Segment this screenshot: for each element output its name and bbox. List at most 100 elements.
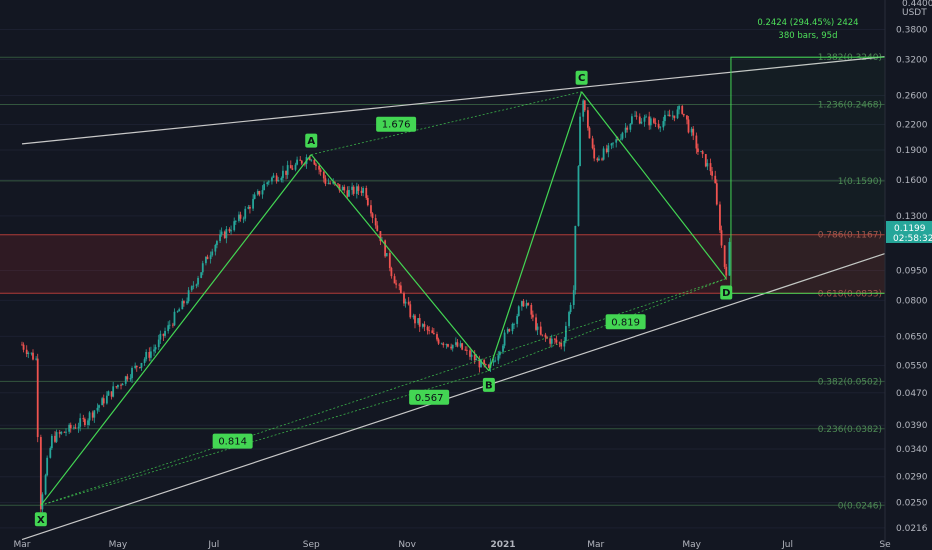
candle-body — [164, 330, 166, 336]
candle-body — [96, 407, 99, 411]
candle-body — [379, 231, 382, 242]
candle-body — [459, 343, 462, 347]
candle-body — [124, 376, 127, 384]
candle-body — [470, 354, 473, 357]
candle-body — [138, 367, 141, 368]
pattern-leg — [581, 91, 727, 279]
candle-body — [475, 359, 478, 361]
candle-body — [238, 214, 240, 221]
candle-body — [220, 231, 223, 235]
candle-body — [502, 345, 504, 352]
candle-body — [725, 266, 728, 276]
candle-body — [107, 391, 110, 396]
ratio-label: 0.567 — [415, 393, 444, 404]
current-price-tag[interactable] — [886, 220, 932, 243]
candle-body — [668, 114, 671, 117]
candle-body — [256, 191, 259, 195]
candle-body — [431, 330, 434, 334]
candle-body — [176, 311, 179, 313]
candle-body — [120, 384, 122, 386]
candle-body — [662, 121, 665, 128]
point-label-c[interactable] — [575, 70, 588, 85]
candle-body — [456, 342, 459, 347]
candle-body — [200, 272, 203, 278]
candle-body — [167, 325, 170, 331]
candle-body — [706, 163, 709, 167]
candle-body — [294, 164, 297, 170]
candle-body — [577, 166, 580, 226]
candle-body — [654, 122, 657, 124]
ratio-badge[interactable] — [212, 433, 253, 449]
candle-body — [711, 171, 713, 176]
candle-body — [25, 349, 28, 354]
fib-level-label: 1(0.1590) — [838, 177, 882, 187]
candle-body — [39, 437, 42, 510]
point-label-x[interactable] — [34, 512, 47, 527]
candle-body — [55, 432, 58, 442]
candle-body — [357, 186, 360, 191]
candle-body — [602, 148, 605, 160]
candle-body — [266, 182, 269, 185]
point-label-b[interactable] — [482, 377, 495, 392]
candle-body — [143, 359, 146, 363]
price-tick-label: 0.3200 — [896, 55, 928, 65]
candle-body — [498, 351, 501, 356]
candle-body — [27, 352, 30, 354]
ratio-badge[interactable] — [605, 314, 646, 330]
candle-body — [690, 128, 693, 133]
price-tick-label: 0.0216 — [896, 524, 928, 534]
point-label-a[interactable] — [305, 133, 318, 148]
measure-box[interactable] — [730, 56, 886, 294]
candle-body — [686, 115, 688, 120]
candle-body — [233, 221, 236, 231]
candle-body — [550, 338, 553, 344]
price-tick-label: 0.0340 — [896, 445, 928, 455]
candle-body — [291, 168, 294, 170]
candle-body — [101, 398, 104, 406]
candle-body — [558, 342, 561, 344]
measure-tool[interactable]: 0.2424 (294.45%) 2424 380 bars, 95d — [730, 18, 886, 294]
candle-body — [709, 163, 712, 172]
price-tick-label: 0.0550 — [896, 361, 928, 371]
candle-body — [72, 427, 75, 429]
candle-body — [681, 106, 684, 114]
candle-body — [454, 342, 457, 345]
time-tick-label: Mar — [14, 540, 31, 550]
candle-body — [531, 314, 534, 318]
candle-body — [673, 115, 676, 119]
bar-countdown-label: 02:58:32 — [893, 234, 932, 244]
candle-body — [159, 333, 162, 340]
candle-body — [403, 293, 405, 304]
candle-body — [324, 178, 327, 184]
candle-body — [588, 127, 591, 139]
candle-body — [308, 157, 311, 161]
candle-body — [428, 330, 431, 332]
fib-level-label: 0.618(0.0833) — [818, 289, 882, 299]
time-tick-label: Jul — [781, 540, 793, 550]
time-axis[interactable]: Mar May Jul Sep Nov 2021 Mar May Jul Se — [14, 540, 892, 550]
ratio-badge[interactable] — [409, 389, 450, 405]
fib-zone-band — [0, 234, 885, 294]
candle-body — [649, 118, 652, 126]
candle-body — [664, 114, 666, 122]
candle-body — [129, 378, 132, 380]
candle-body — [244, 208, 247, 219]
candle-body — [157, 339, 160, 348]
candle-body — [285, 170, 287, 175]
ratio-badge[interactable] — [376, 116, 417, 132]
candle-body — [643, 117, 646, 122]
candle-body — [32, 352, 34, 360]
candle-body — [390, 268, 393, 277]
candles — [21, 98, 731, 515]
candle-body — [714, 175, 717, 184]
candle-body — [44, 475, 47, 495]
candle-body — [624, 127, 627, 133]
candle-body — [289, 165, 292, 169]
point-label-d[interactable] — [720, 285, 733, 300]
point-label-text: A — [307, 136, 315, 147]
candle-body — [219, 234, 221, 242]
harmonic-pattern[interactable]: 1.676 0.567 0.814 0.819 X A B C D — [34, 70, 733, 527]
candle-body — [253, 194, 256, 199]
